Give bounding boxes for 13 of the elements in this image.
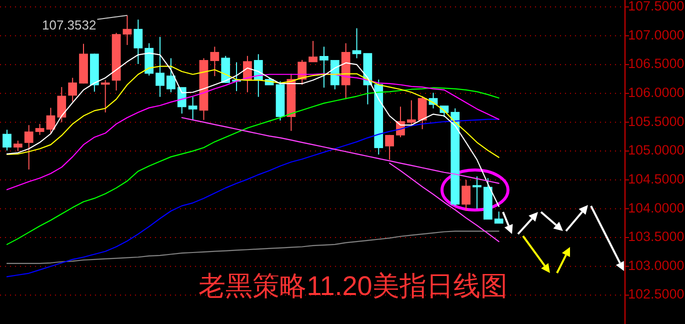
y-tick-label: 104.5000	[628, 171, 684, 186]
y-tick-label: 103.0000	[628, 258, 684, 273]
y-tick-label: 104.0000	[628, 200, 684, 216]
annotation: 107.3532	[42, 17, 96, 32]
y-tick-label: 107.5000	[628, 0, 684, 14]
y-tick-label: 105.5000	[628, 114, 684, 129]
y-tick-label: 105.0000	[628, 142, 684, 158]
y-tick-label: 106.5000	[628, 56, 684, 72]
y-tick-label: 106.0000	[628, 84, 684, 100]
y-tick-label: 102.5000	[628, 286, 684, 302]
text: 老黑策略11.20美指日线图	[198, 271, 508, 301]
y-tick-label: 107.0000	[628, 27, 684, 42]
y-tick-label: 103.5000	[628, 229, 684, 244]
